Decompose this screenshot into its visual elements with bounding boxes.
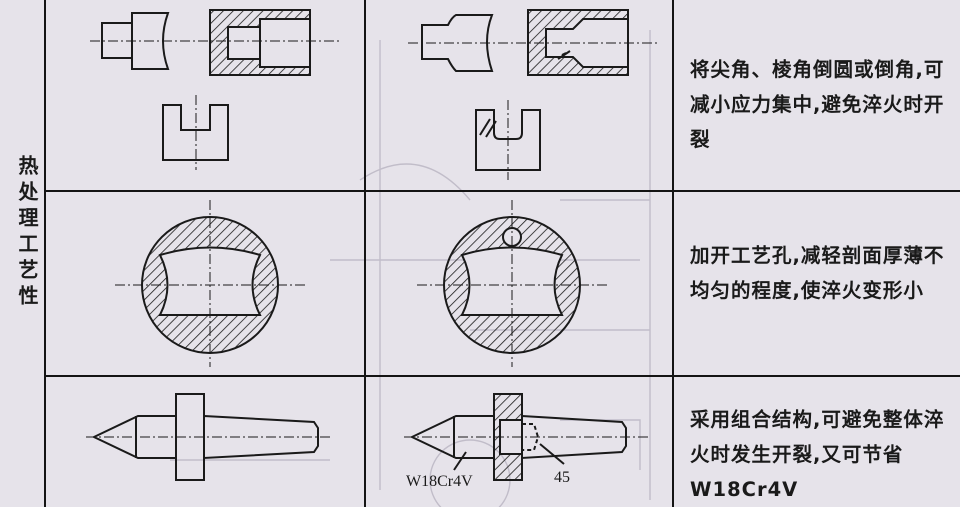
row-divider-2: [44, 375, 960, 377]
row2-description: 加开工艺孔,减轻剖面厚薄不均匀的程度,使淬火变形小: [690, 244, 945, 302]
row-divider-1: [44, 190, 960, 192]
col-divider-2: [672, 0, 674, 507]
row1-description: 将尖角、棱角倒圆或倒角,可减小应力集中,避免淬火时开裂: [690, 58, 945, 151]
col-divider-1: [364, 0, 366, 507]
row2-bad-design-drawing: [115, 200, 305, 367]
row3-good-design-drawing: W18Cr4V 45: [404, 393, 649, 490]
material-label: W18Cr4V: [406, 473, 473, 490]
row3-description: 采用组合结构,可避免整体淬火时发生开裂,又可节省 W18Cr4V: [690, 408, 945, 501]
angle-label: 45: [554, 469, 570, 486]
row1-good-design-drawing: [408, 9, 658, 180]
row2-good-design-drawing: [417, 200, 607, 367]
row1-bad-design-drawing: [90, 9, 340, 170]
row3-bad-design-drawing: [86, 393, 331, 481]
category-label: 热处理工艺性: [15, 155, 39, 311]
left-border: [44, 0, 46, 507]
